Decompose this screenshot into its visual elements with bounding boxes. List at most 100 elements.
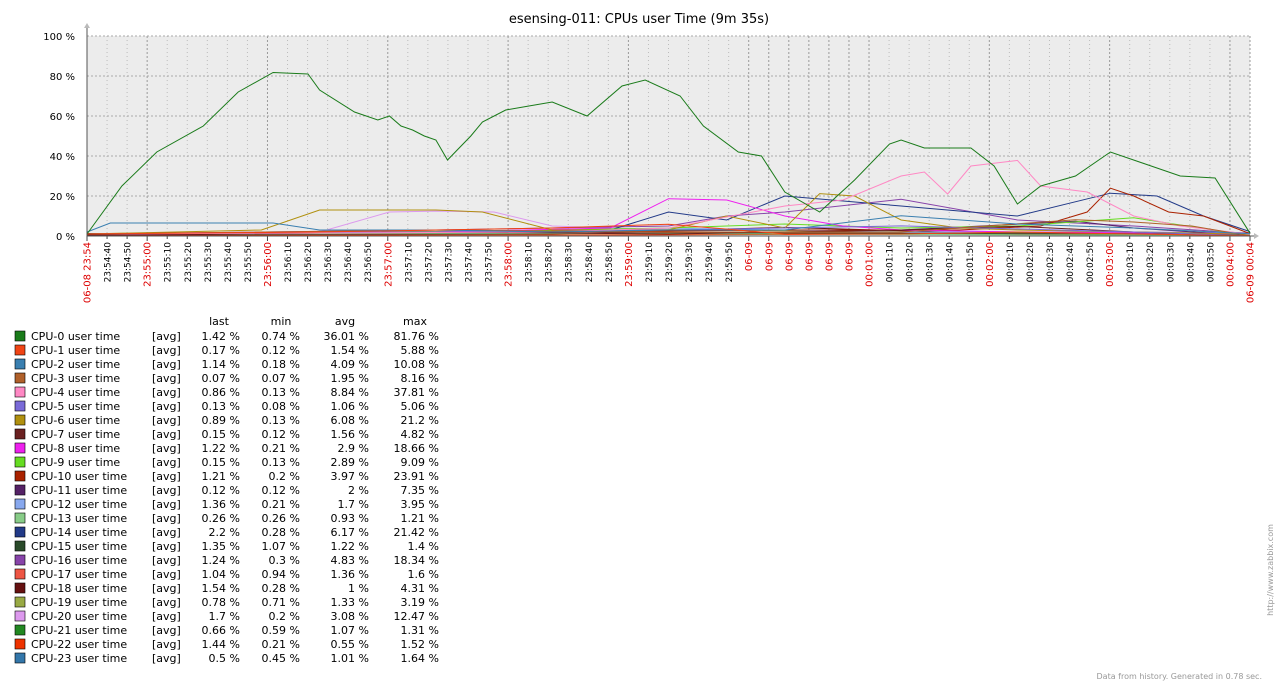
legend-avg-cpu-3: 1.95 % bbox=[331, 372, 369, 385]
x-start-label: 06-08 23:54 bbox=[83, 242, 94, 303]
legend-swatch-cpu-6 bbox=[14, 414, 26, 426]
series-line-cpu-0 bbox=[86, 71, 1251, 235]
legend-max-cpu-14: 21.42 % bbox=[394, 526, 439, 539]
legend-min-cpu-15: 1.07 % bbox=[262, 540, 300, 553]
legend-swatch-cpu-12 bbox=[14, 498, 26, 510]
legend-swatch-cpu-2 bbox=[14, 358, 26, 370]
x-tick-label: 23:55:10 bbox=[164, 242, 174, 283]
series-line-cpu-2 bbox=[86, 215, 1251, 235]
legend-max-cpu-9: 9.09 % bbox=[401, 456, 439, 469]
x-tick-label: 00:02:00 bbox=[985, 242, 996, 287]
legend-header-min: min bbox=[271, 315, 292, 328]
legend-max-cpu-21: 1.31 % bbox=[401, 624, 439, 637]
legend-avg-cpu-13: 0.93 % bbox=[331, 512, 369, 525]
legend-name-cpu-3: CPU-3 user time bbox=[31, 372, 120, 385]
legend-last-cpu-2: 1.14 % bbox=[202, 358, 240, 371]
legend-last-cpu-8: 1.22 % bbox=[202, 442, 240, 455]
x-tick-label: 23:55:20 bbox=[184, 242, 194, 283]
legend-swatch-cpu-14 bbox=[14, 526, 26, 538]
x-tick-label: 06-09 bbox=[784, 242, 795, 271]
legend-name-cpu-23: CPU-23 user time bbox=[31, 652, 127, 665]
y-tick-label: 40 % bbox=[50, 152, 75, 163]
legend-min-cpu-4: 0.13 % bbox=[262, 386, 300, 399]
y-tick-label: 20 % bbox=[50, 192, 75, 203]
x-tick-label: 00:02:20 bbox=[1026, 242, 1036, 283]
legend-name-cpu-4: CPU-4 user time bbox=[31, 386, 120, 399]
legend-last-cpu-6: 0.89 % bbox=[202, 414, 240, 427]
x-tick-label: 00:03:20 bbox=[1146, 242, 1156, 283]
legend-last-cpu-10: 1.21 % bbox=[202, 470, 240, 483]
legend-func-cpu-13: [avg] bbox=[152, 512, 181, 525]
legend-min-cpu-2: 0.18 % bbox=[262, 358, 300, 371]
legend-func-cpu-6: [avg] bbox=[152, 414, 181, 427]
x-tick-label: 06-09 bbox=[744, 242, 755, 271]
legend-name-cpu-12: CPU-12 user time bbox=[31, 498, 127, 511]
legend-avg-cpu-20: 3.08 % bbox=[331, 610, 369, 623]
legend-func-cpu-2: [avg] bbox=[152, 358, 181, 371]
legend-swatch-cpu-23 bbox=[14, 652, 26, 664]
x-tick-label: 00:02:50 bbox=[1086, 242, 1096, 283]
x-tick-label: 00:02:30 bbox=[1046, 242, 1056, 283]
legend-max-cpu-23: 1.64 % bbox=[401, 652, 439, 665]
legend-last-cpu-16: 1.24 % bbox=[202, 554, 240, 567]
legend-func-cpu-10: [avg] bbox=[152, 470, 181, 483]
legend-min-cpu-19: 0.71 % bbox=[262, 596, 300, 609]
legend-last-cpu-11: 0.12 % bbox=[202, 484, 240, 497]
x-tick-label: 23:56:20 bbox=[304, 242, 314, 283]
legend-last-cpu-14: 2.2 % bbox=[209, 526, 240, 539]
legend-max-cpu-12: 3.95 % bbox=[401, 498, 439, 511]
legend-min-cpu-10: 0.2 % bbox=[269, 470, 300, 483]
legend-avg-cpu-8: 2.9 % bbox=[338, 442, 369, 455]
legend-name-cpu-16: CPU-16 user time bbox=[31, 554, 127, 567]
legend-avg-cpu-11: 2 % bbox=[348, 484, 369, 497]
legend-last-cpu-23: 0.5 % bbox=[209, 652, 240, 665]
legend-swatch-cpu-11 bbox=[14, 484, 26, 496]
legend-func-cpu-19: [avg] bbox=[152, 596, 181, 609]
legend-max-cpu-0: 81.76 % bbox=[394, 330, 439, 343]
series-line-cpu-4 bbox=[86, 159, 1251, 235]
series-line-cpu-1 bbox=[86, 223, 1251, 237]
legend-last-cpu-1: 0.17 % bbox=[202, 344, 240, 357]
legend-swatch-cpu-9 bbox=[14, 456, 26, 468]
x-tick-label: 23:56:10 bbox=[284, 242, 294, 283]
legend-func-cpu-12: [avg] bbox=[152, 498, 181, 511]
legend-last-cpu-0: 1.42 % bbox=[202, 330, 240, 343]
y-axis-arrow bbox=[84, 23, 90, 28]
x-tick-label: 23:56:30 bbox=[324, 242, 334, 283]
legend-func-cpu-11: [avg] bbox=[152, 484, 181, 497]
legend-avg-cpu-0: 36.01 % bbox=[324, 330, 369, 343]
y-tick-label: 80 % bbox=[50, 72, 75, 83]
generated-note: Data from history. Generated in 0.78 sec… bbox=[1097, 672, 1262, 681]
legend-min-cpu-14: 0.28 % bbox=[262, 526, 300, 539]
series-line-cpu-8 bbox=[86, 198, 1251, 235]
plot-area: 06-08 23:54 23:54:40 23:54:50 23:55:00 23:55… bbox=[43, 23, 1259, 303]
legend-last-cpu-19: 0.78 % bbox=[202, 596, 240, 609]
legend-func-cpu-0: [avg] bbox=[152, 330, 181, 343]
legend-max-cpu-3: 8.16 % bbox=[401, 372, 439, 385]
legend-func-cpu-22: [avg] bbox=[152, 638, 181, 651]
legend-swatch-cpu-18 bbox=[14, 582, 26, 594]
legend-header-last: last bbox=[209, 315, 230, 328]
legend-last-cpu-13: 0.26 % bbox=[202, 512, 240, 525]
x-tick-label: 23:54:40 bbox=[104, 242, 114, 283]
x-tick-label: 23:59:50 bbox=[725, 242, 735, 283]
legend-min-cpu-12: 0.21 % bbox=[262, 498, 300, 511]
legend-avg-cpu-14: 6.17 % bbox=[331, 526, 369, 539]
legend-min-cpu-6: 0.13 % bbox=[262, 414, 300, 427]
legend-name-cpu-9: CPU-9 user time bbox=[31, 456, 120, 469]
x-tick-label: 00:03:50 bbox=[1206, 242, 1216, 283]
legend-max-cpu-11: 7.35 % bbox=[401, 484, 439, 497]
legend-last-cpu-7: 0.15 % bbox=[202, 428, 240, 441]
x-end-label: 06-09 00:04 bbox=[1246, 242, 1257, 303]
legend-name-cpu-14: CPU-14 user time bbox=[31, 526, 127, 539]
legend-swatch-cpu-13 bbox=[14, 512, 26, 524]
legend-swatch-cpu-3 bbox=[14, 372, 26, 384]
legend-header-avg: avg bbox=[335, 315, 355, 328]
legend-swatch-cpu-15 bbox=[14, 540, 26, 552]
legend-min-cpu-0: 0.74 % bbox=[262, 330, 300, 343]
legend-last-cpu-18: 1.54 % bbox=[202, 582, 240, 595]
legend-func-cpu-3: [avg] bbox=[152, 372, 181, 385]
legend-func-cpu-5: [avg] bbox=[152, 400, 181, 413]
chart-title: esensing-011: CPUs user Time (9m 35s) bbox=[509, 12, 769, 27]
